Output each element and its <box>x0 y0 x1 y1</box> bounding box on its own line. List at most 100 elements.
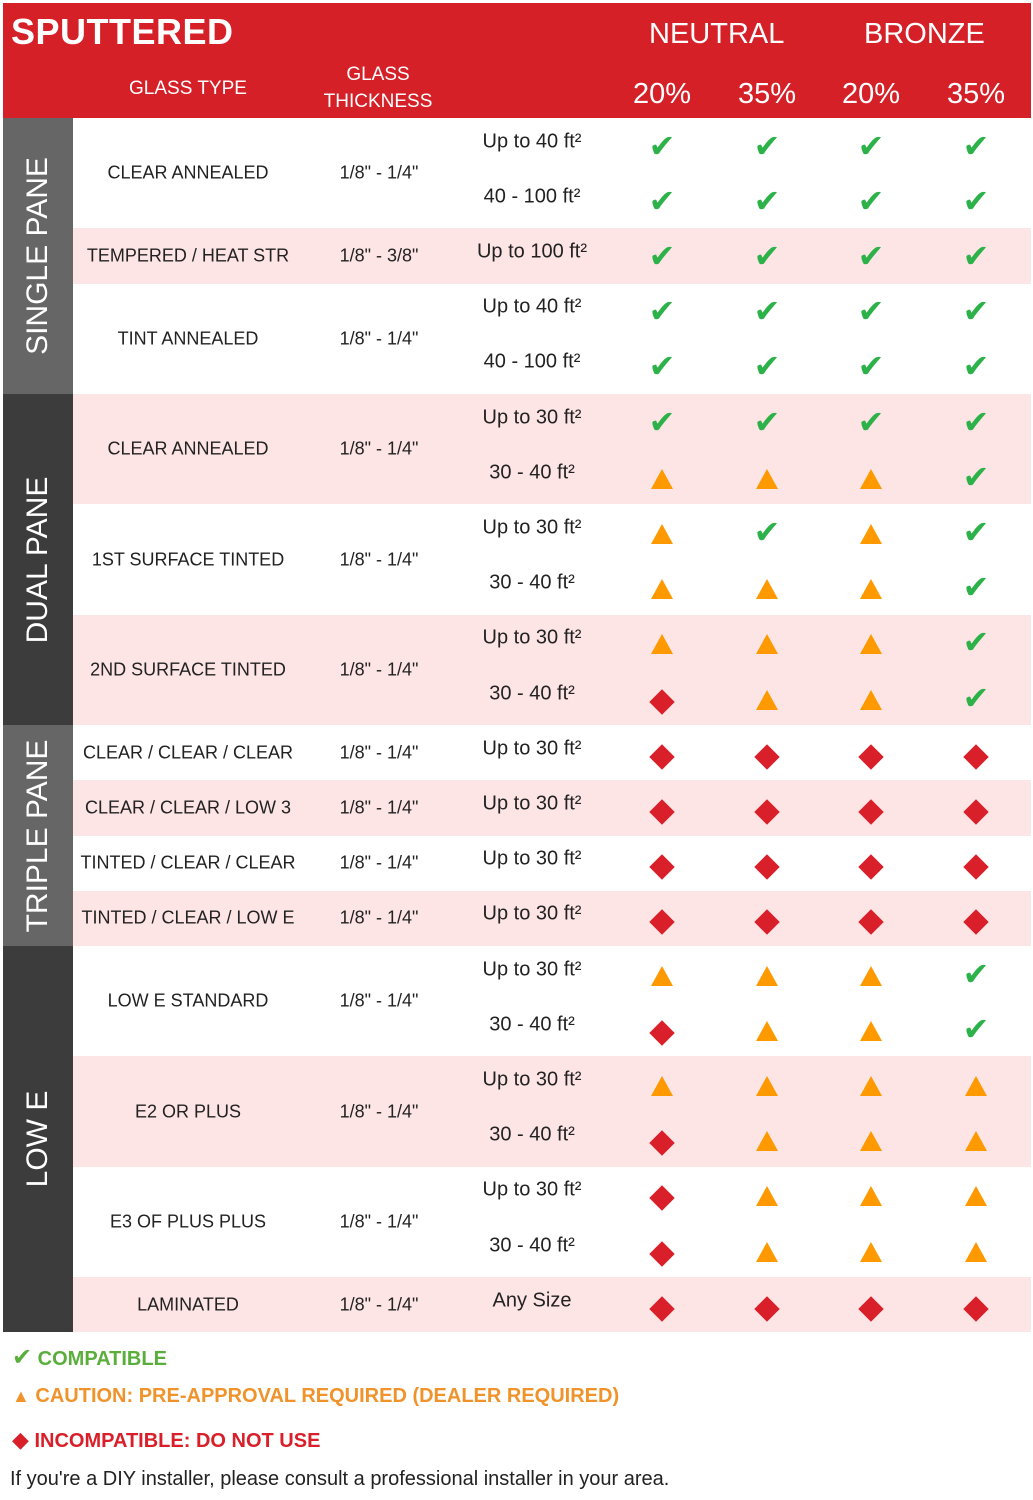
table-row <box>73 228 1031 284</box>
check-icon: ✔ <box>648 127 676 164</box>
glass-type: CLEAR / CLEAR / CLEAR <box>82 742 294 763</box>
legend-caution: ▲ CAUTION: PRE-APPROVAL REQUIRED (DEALER… <box>12 1385 619 1408</box>
section-label-text: DUAL PANE <box>21 476 54 643</box>
glass-type: TEMPERED / HEAT STR <box>86 245 290 266</box>
glass-type-header: GLASS TYPE <box>129 78 247 99</box>
warning-triangle-icon <box>860 468 882 489</box>
size-range: Up to 100 ft² <box>476 240 588 263</box>
warning-triangle-icon <box>756 1076 778 1096</box>
section-label-text: SINGLE PANE <box>21 157 54 355</box>
glass-thickness: 1/8" - 1/4" <box>339 990 419 1011</box>
glass-type: TINTED / CLEAR / CLEAR <box>80 852 296 873</box>
check-icon: ✔ <box>962 624 990 661</box>
size-range: Up to 30 ft² <box>482 847 582 870</box>
table-row <box>73 283 1031 394</box>
warning-triangle-icon <box>860 1020 882 1041</box>
check-icon: ✔ <box>962 238 990 274</box>
diamond-icon: ◆ <box>12 1427 29 1452</box>
bronze-20-header: 20% <box>841 78 901 110</box>
size-range: 30 - 40 ft² <box>489 1234 575 1257</box>
section-label-text: LOW E <box>21 1090 54 1188</box>
size-range: Up to 30 ft² <box>482 406 582 429</box>
glass-thickness: 1/8" - 1/4" <box>339 162 419 183</box>
neutral-35-header: 35% <box>737 78 797 110</box>
size-range: Any Size <box>492 1289 572 1312</box>
legend-compatible: ✔ COMPATIBLE <box>12 1343 167 1372</box>
glass-thickness: 1/8" - 1/4" <box>339 438 419 459</box>
check-icon: ✔ <box>962 1010 990 1047</box>
warning-triangle-icon <box>965 1131 987 1152</box>
size-range: Up to 30 ft² <box>482 516 582 539</box>
size-range: 30 - 40 ft² <box>489 1123 575 1146</box>
diy-note: If you're a DIY installer, please consul… <box>10 1468 670 1490</box>
warning-triangle-icon <box>860 634 882 655</box>
check-icon: ✔ <box>962 403 990 440</box>
glass-thickness: 1/8" - 1/4" <box>339 1211 419 1232</box>
check-icon: ✔ <box>962 458 990 495</box>
warning-triangle-icon <box>756 634 778 655</box>
check-icon: ✔ <box>962 293 990 330</box>
glass-type: LAMINATED <box>137 1294 239 1315</box>
warning-triangle-icon <box>651 634 673 655</box>
bronze-35-header: 35% <box>946 78 1006 110</box>
warning-triangle-icon <box>860 1186 882 1207</box>
check-icon: ✔ <box>962 514 990 550</box>
check-icon: ✔ <box>753 293 781 330</box>
check-icon: ✔ <box>962 679 990 716</box>
warning-triangle-icon <box>756 1131 778 1152</box>
warning-triangle-icon <box>860 524 882 544</box>
size-range: 40 - 100 ft² <box>483 185 581 208</box>
legend-compatible-label: COMPATIBLE <box>37 1348 167 1370</box>
glass-type: E2 OR PLUS <box>134 1101 242 1122</box>
check-icon: ✔ <box>648 403 676 440</box>
table-row <box>73 118 1031 229</box>
section-label-text: TRIPLE PANE <box>21 739 54 932</box>
check-icon: ✔ <box>962 348 990 385</box>
size-range: Up to 40 ft² <box>482 130 582 153</box>
section-label: DUAL PANE <box>3 394 73 726</box>
glass-type: CLEAR ANNEALED <box>107 162 269 183</box>
warning-triangle-icon <box>756 1186 778 1207</box>
check-icon: ✔ <box>753 238 781 274</box>
warning-triangle-icon <box>756 1020 778 1041</box>
neutral-header: NEUTRAL <box>649 18 785 50</box>
warning-triangle-icon <box>965 1241 987 1262</box>
warning-triangle-icon <box>651 468 673 489</box>
glass-type: CLEAR ANNEALED <box>107 438 269 459</box>
glass-thickness: 1/8" - 1/4" <box>339 1294 419 1315</box>
warning-triangle-icon <box>860 965 882 986</box>
check-icon: ✔ <box>753 514 781 550</box>
size-range: Up to 30 ft² <box>482 958 582 981</box>
check-icon: ✔ <box>648 182 676 219</box>
size-range: Up to 30 ft² <box>482 902 582 925</box>
table-header: SPUTTERED GLASS TYPE GLASS THICKNESS NEU… <box>3 3 1031 118</box>
warning-triangle-icon <box>756 468 778 489</box>
warning-triangle-icon <box>651 524 673 544</box>
check-icon: ✔ <box>857 182 885 219</box>
size-range: Up to 30 ft² <box>482 626 582 649</box>
size-range: Up to 30 ft² <box>482 792 582 815</box>
check-icon: ✔ <box>753 127 781 164</box>
warning-triangle-icon <box>965 1186 987 1207</box>
neutral-20-header: 20% <box>632 78 692 110</box>
check-icon: ✔ <box>753 182 781 219</box>
warning-triangle-icon <box>651 1076 673 1096</box>
warning-triangle-icon: ▲ <box>12 1386 30 1406</box>
legend-caution-label: CAUTION: PRE-APPROVAL REQUIRED (DEALER R… <box>35 1385 620 1407</box>
check-icon: ✔ <box>857 238 885 274</box>
glass-type: CLEAR / CLEAR / LOW 3 <box>84 797 292 818</box>
warning-triangle-icon <box>860 1131 882 1152</box>
glass-thickness: 1/8" - 1/4" <box>339 742 419 763</box>
glass-type: 1ST SURFACE TINTED <box>91 549 285 570</box>
check-icon: ✔ <box>857 127 885 164</box>
legend-incompatible-label: INCOMPATIBLE: DO NOT USE <box>34 1430 321 1452</box>
warning-triangle-icon <box>756 579 778 600</box>
warning-triangle-icon <box>651 579 673 600</box>
glass-thickness: 1/8" - 1/4" <box>339 797 419 818</box>
glass-type: 2ND SURFACE TINTED <box>90 659 286 680</box>
size-range: 30 - 40 ft² <box>489 682 575 705</box>
size-range: 30 - 40 ft² <box>489 1013 575 1036</box>
check-icon: ✔ <box>12 1344 33 1371</box>
check-icon: ✔ <box>753 403 781 440</box>
section-label: TRIPLE PANE <box>3 725 73 946</box>
